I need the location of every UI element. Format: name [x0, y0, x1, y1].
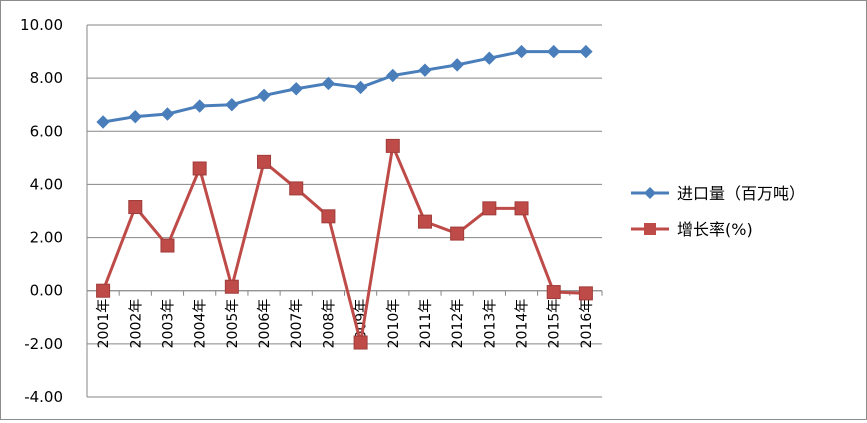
x-tick-label: 2014年: [515, 299, 531, 349]
data-point: [547, 44, 561, 59]
data-point: [289, 181, 304, 196]
x-tick-label: 2011年: [418, 299, 434, 349]
legend-marker: [644, 223, 656, 235]
data-point: [257, 88, 271, 103]
data-point: [225, 98, 239, 112]
data-point: [514, 44, 529, 59]
legend-marker: [644, 187, 656, 199]
data-point: [321, 209, 336, 224]
y-tick-label: 4.00: [30, 175, 63, 193]
data-point: [353, 80, 368, 95]
data-point: [418, 63, 432, 77]
y-tick-label: -4.00: [24, 388, 63, 406]
data-point: [224, 279, 239, 294]
legend-label: 进口量（百万吨）: [677, 184, 805, 203]
x-tick-label: 2010年: [386, 299, 402, 349]
data-point: [96, 115, 110, 129]
x-tick-label: 2015年: [547, 299, 563, 349]
y-tick-label: 6.00: [30, 122, 63, 140]
y-tick-label: 8.00: [30, 69, 63, 87]
y-axis-ticks: 10.00 8.00 6.00 4.00 2.00 0.00 -2.00 -4.00: [20, 16, 63, 406]
y-tick-label: 0.00: [30, 282, 63, 300]
axes: [86, 25, 603, 397]
legend-label: 增长率(%): [677, 220, 753, 239]
x-tick-label: 2001年: [96, 299, 112, 349]
data-point: [192, 161, 207, 176]
data-point: [160, 107, 175, 121]
x-axis-ticks: 2001年 2002年 2003年 2004年 2005年 2006年 2007年 2008年…: [96, 299, 595, 349]
data-point: [578, 286, 593, 301]
x-tick-label: 2006年: [257, 299, 273, 349]
x-tick-label: 2005年: [225, 299, 241, 349]
data-point: [417, 214, 432, 229]
data-point: [321, 76, 336, 91]
legend: 进口量（百万吨） 增长率(%): [631, 184, 805, 239]
y-tick-label: -2.00: [24, 335, 63, 353]
legend-item: 增长率(%): [631, 220, 753, 239]
x-tick-label: 2012年: [450, 299, 466, 349]
data-point: [192, 99, 207, 113]
y-tick-label: 10.00: [20, 16, 63, 34]
data-point: [257, 154, 272, 169]
series-line: [101, 144, 586, 345]
data-point: [450, 226, 465, 241]
data-point: [386, 68, 400, 83]
data-point: [482, 201, 497, 216]
series-group: [96, 44, 593, 350]
x-tick-label: 2004年: [193, 299, 209, 349]
data-point: [546, 285, 561, 300]
series-line: [102, 50, 586, 124]
x-tick-label: 2007年: [289, 299, 305, 349]
data-point: [450, 58, 464, 72]
y-tick-label: 2.00: [30, 229, 63, 247]
x-tick-label: 2008年: [321, 299, 337, 349]
data-point: [385, 138, 400, 153]
data-point: [96, 283, 111, 298]
data-point: [514, 201, 529, 216]
x-tick-label: 2016年: [579, 299, 595, 349]
series-2: [96, 138, 593, 350]
data-point: [289, 82, 303, 96]
data-point: [353, 335, 368, 350]
data-point: [128, 200, 143, 215]
data-point: [160, 238, 175, 253]
data-point: [482, 51, 497, 65]
series-1: [96, 44, 593, 129]
x-tick-label: 2013年: [482, 299, 498, 349]
data-point: [128, 109, 142, 124]
legend-item: 进口量（百万吨）: [631, 184, 805, 203]
x-tick-label: 2003年: [160, 299, 176, 349]
data-point: [579, 44, 593, 59]
x-tick-label: 2002年: [128, 299, 144, 349]
